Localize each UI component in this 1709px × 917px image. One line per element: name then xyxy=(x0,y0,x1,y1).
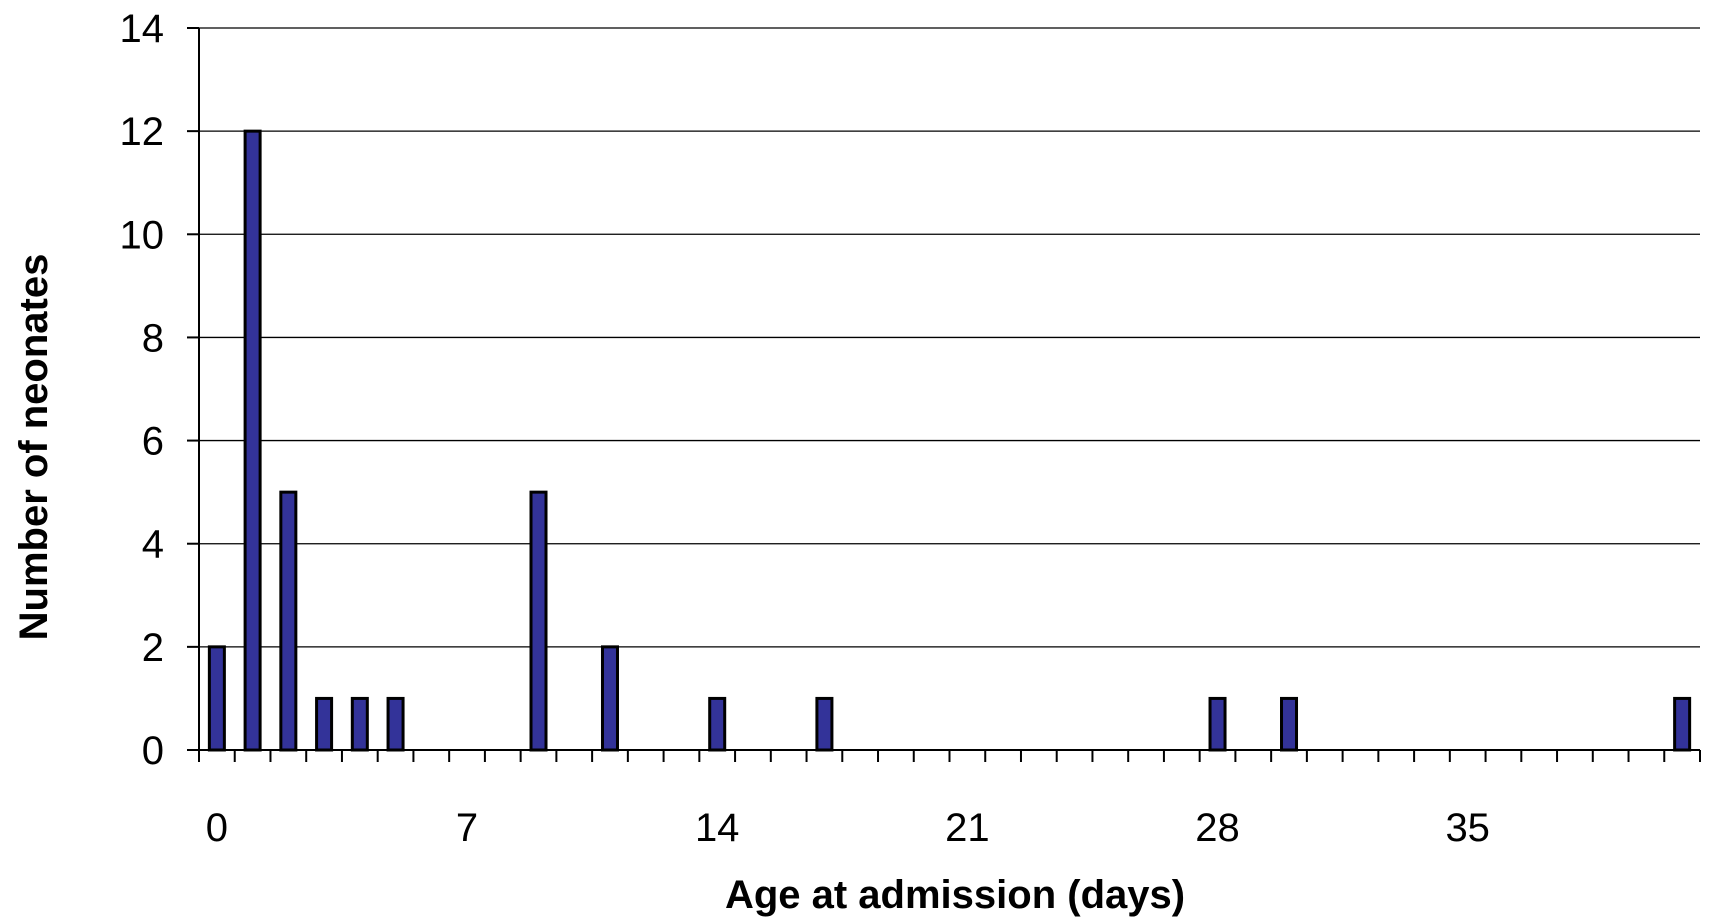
bar xyxy=(315,696,334,752)
bar xyxy=(1280,696,1299,752)
y-tick-label: 14 xyxy=(120,7,165,51)
gridlines xyxy=(199,27,1700,648)
y-tick-label: 2 xyxy=(142,626,164,670)
y-tick-label: 8 xyxy=(142,316,164,360)
axes xyxy=(187,27,1701,762)
bar xyxy=(1208,696,1227,752)
x-tick-labels: 0 7 14 21 28 35 xyxy=(206,806,1490,850)
x-tick-label: 28 xyxy=(1195,806,1240,850)
bar xyxy=(207,645,226,752)
bar xyxy=(708,696,727,752)
y-tick-label: 10 xyxy=(120,213,165,257)
bar xyxy=(386,696,405,752)
y-tick-label: 6 xyxy=(142,420,164,464)
bar xyxy=(350,696,369,752)
y-tick-label: 0 xyxy=(142,729,164,773)
bar xyxy=(1673,696,1692,752)
x-tick-label: 7 xyxy=(456,806,478,850)
y-tick-label: 12 xyxy=(120,110,165,154)
bars xyxy=(207,129,1692,752)
x-tick-label: 0 xyxy=(206,806,228,850)
y-tick-label: 4 xyxy=(142,523,164,567)
bar xyxy=(243,129,262,752)
x-axis-title: Age at admission (days) xyxy=(725,873,1185,917)
bar xyxy=(279,490,298,752)
x-tick-label: 21 xyxy=(945,806,990,850)
y-axis-title: Number of neonates xyxy=(12,254,56,641)
x-tick-label: 35 xyxy=(1445,806,1490,850)
y-tick-labels: 0 2 4 6 8 10 12 14 xyxy=(120,7,165,773)
x-tick-label: 14 xyxy=(695,806,740,850)
bar xyxy=(600,645,619,752)
bar xyxy=(529,490,548,752)
bar xyxy=(815,696,834,752)
